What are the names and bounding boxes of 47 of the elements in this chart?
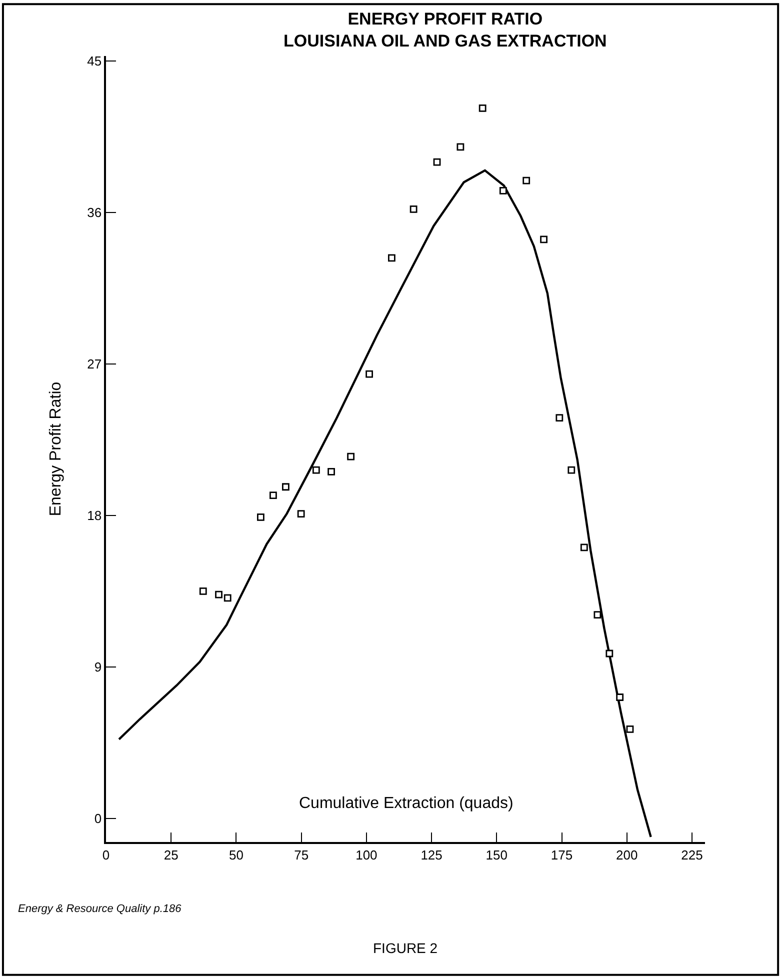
point <box>388 254 396 262</box>
y-tick-label: 45 <box>87 54 102 69</box>
point <box>199 588 207 595</box>
caption: FIGURE 2 <box>373 940 438 956</box>
point <box>328 468 335 476</box>
y-tick-label: 9 <box>94 660 102 675</box>
y-tick-label: 27 <box>87 356 102 372</box>
point <box>224 594 232 602</box>
point <box>540 236 548 244</box>
point <box>568 466 576 474</box>
point <box>410 205 418 213</box>
y-tick-label: 36 <box>87 205 102 220</box>
x-tick-label: 75 <box>294 847 309 862</box>
point <box>347 452 355 460</box>
x-tick-label: 175 <box>550 847 573 862</box>
point <box>297 510 305 518</box>
point <box>257 513 264 521</box>
point <box>456 143 464 151</box>
x-tick-label: 200 <box>616 847 638 862</box>
x-tick-label: 50 <box>228 847 244 862</box>
point <box>433 158 441 166</box>
point <box>270 492 277 499</box>
point <box>499 186 507 194</box>
point <box>626 726 634 733</box>
x-axis-title: Cumulative Extraction (quads) <box>299 795 514 812</box>
point <box>215 590 222 598</box>
point <box>594 611 602 618</box>
point <box>366 370 373 378</box>
point <box>478 104 486 112</box>
point <box>282 483 290 491</box>
y-axis-title: Energy Profit Ratio <box>48 382 65 516</box>
x-tick-label: 125 <box>420 847 442 862</box>
x-tick-label: 100 <box>356 847 378 862</box>
point <box>522 176 530 184</box>
text: Energy & Resource Quality p.186 <box>18 903 182 915</box>
x-tick-label: 225 <box>681 847 703 862</box>
point <box>606 650 614 658</box>
point <box>312 466 320 474</box>
line-series <box>118 169 652 838</box>
y-tick-label: 18 <box>87 508 102 524</box>
chart-title: ENERGY PROFIT RATIO LOUISIANA OIL AND GAS EXTRACTION <box>284 9 607 51</box>
point <box>580 544 588 552</box>
x-tick-label: 25 <box>164 847 178 862</box>
point <box>556 414 564 422</box>
x-tick-label: 150 <box>486 847 508 862</box>
point <box>616 694 624 701</box>
y-tick-label: 0 <box>94 810 102 826</box>
